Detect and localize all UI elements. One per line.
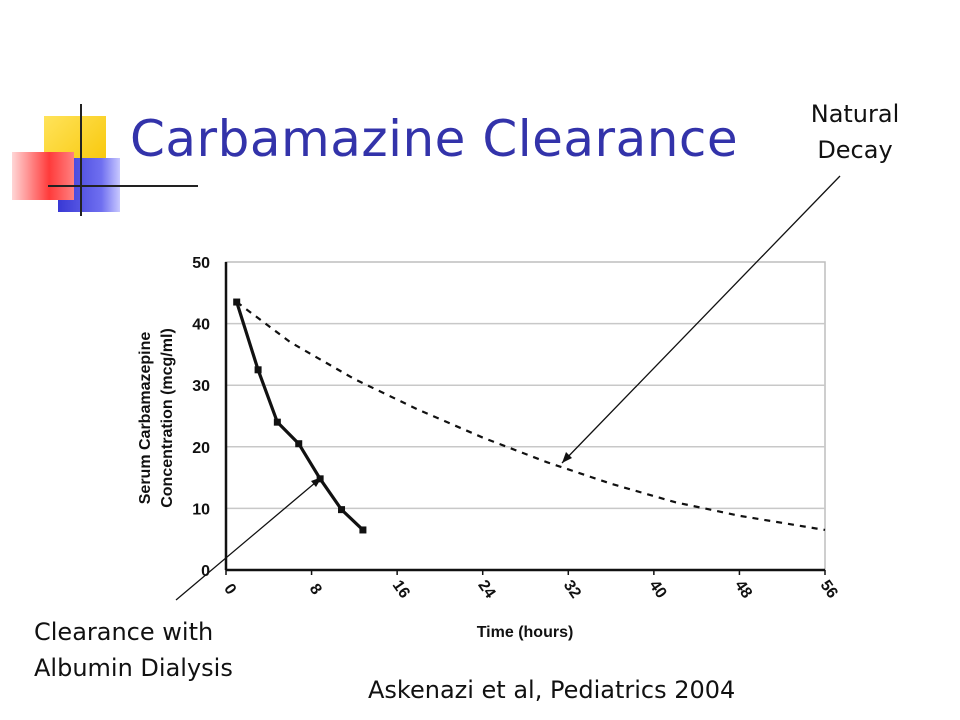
albumin-arrowhead xyxy=(311,477,322,487)
albumin-pointer xyxy=(175,476,323,601)
natural-decay-pointer xyxy=(561,175,841,464)
chart-gridlines xyxy=(225,261,826,571)
y-axis-label: Serum Carbamazepine Concentration (mcg/m… xyxy=(137,328,176,508)
data-point-marker xyxy=(254,366,262,374)
albumin-dialysis-callout-text: Clearance with Albumin Dialysis xyxy=(34,618,233,682)
data-point-marker xyxy=(338,506,346,514)
natural-decay-line xyxy=(236,301,826,532)
chart-tick-labels: 0 10 20 30 40 50 0 8 16 24 32 40 48 56 xyxy=(192,255,841,602)
x-tick-label: 40 xyxy=(645,577,669,601)
natural-decay-callout-text: Natural Decay xyxy=(810,100,900,164)
x-tick-label: 24 xyxy=(474,577,498,601)
x-tick-label: 8 xyxy=(306,581,325,598)
plot-frame xyxy=(225,261,826,571)
callout-pointers xyxy=(175,175,841,601)
natural-decay-arrowhead xyxy=(562,452,572,463)
decorative-red-square xyxy=(12,152,74,200)
data-point-marker xyxy=(273,418,281,426)
data-point-marker xyxy=(295,440,303,448)
chart-axes xyxy=(224,262,826,575)
y-axis-label-line1: Serum Carbamazepine xyxy=(137,332,154,505)
x-tick-label: 16 xyxy=(389,577,413,601)
x-tick-label: 0 xyxy=(220,581,239,598)
x-axis-label: Time (hours) xyxy=(477,624,574,641)
y-tick-label: 0 xyxy=(201,563,210,580)
citation: Askenazi et al, Pediatrics 2004 xyxy=(368,676,736,704)
y-tick-label: 10 xyxy=(192,501,210,518)
y-tick-label: 50 xyxy=(192,255,210,272)
decorative-vertical-line xyxy=(80,104,82,216)
data-point-marker xyxy=(359,526,367,534)
y-tick-label: 30 xyxy=(192,378,210,395)
x-tick-label: 32 xyxy=(560,577,584,601)
y-tick-label: 40 xyxy=(192,317,210,334)
x-tick-label: 56 xyxy=(817,577,841,601)
slide-title: Carbamazine Clearance xyxy=(130,110,739,168)
albumin-dialysis-callout: Clearance with Albumin Dialysis xyxy=(34,614,294,686)
y-tick-label: 20 xyxy=(192,440,210,457)
natural-decay-callout: Natural Decay xyxy=(800,96,910,168)
chart-series xyxy=(233,298,826,534)
x-tick-label: 48 xyxy=(731,577,755,601)
y-axis-label-line2: Concentration (mcg/ml) xyxy=(159,328,176,508)
decorative-horizontal-line xyxy=(48,185,198,187)
